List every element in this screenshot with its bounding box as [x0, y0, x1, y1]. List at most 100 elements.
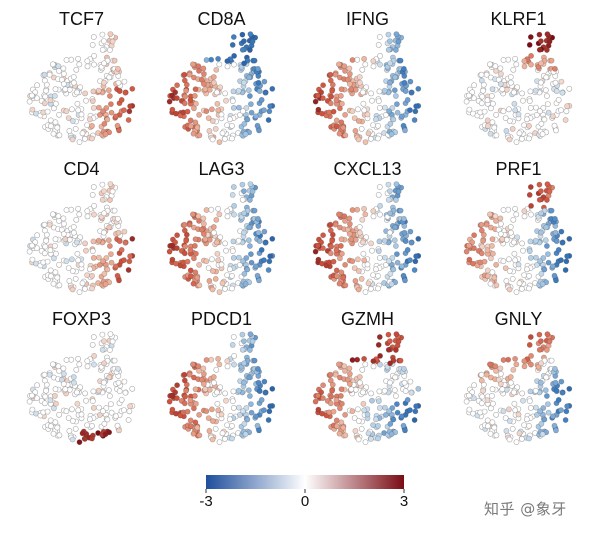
panel-cd4: CD4: [26, 159, 136, 295]
cell-point: [187, 97, 194, 104]
cell-point: [173, 260, 179, 267]
cell-point: [70, 374, 77, 380]
cell-point: [105, 87, 112, 94]
cell-point: [210, 79, 217, 86]
cell-point: [184, 258, 191, 265]
cell-point: [82, 435, 88, 442]
cell-point: [386, 408, 392, 415]
cell-point: [491, 424, 498, 431]
cell-point: [192, 269, 199, 276]
colorbar: -3 0 3: [199, 475, 408, 510]
cell-point: [336, 405, 343, 412]
cell-point: [507, 74, 514, 80]
cell-point: [252, 113, 259, 120]
cell-point: [52, 93, 58, 99]
cell-point: [196, 282, 203, 289]
cell-point: [55, 63, 62, 70]
cell-point: [261, 257, 267, 263]
cell-point: [215, 107, 222, 114]
cell-point: [41, 377, 48, 384]
cell-point: [107, 243, 113, 249]
cell-point: [359, 389, 366, 396]
cell-point: [221, 285, 228, 292]
cell-point: [499, 86, 506, 93]
cell-point: [122, 389, 129, 396]
cell-point: [386, 379, 393, 386]
cell-point: [381, 387, 388, 394]
cell-point: [223, 397, 229, 404]
cell-point: [97, 261, 103, 268]
cell-point: [75, 407, 82, 414]
cell-point: [107, 93, 113, 99]
cell-point: [543, 74, 550, 81]
cell-point: [376, 105, 383, 111]
cell-point: [544, 393, 550, 399]
cell-point: [101, 270, 108, 277]
cell-point: [52, 386, 59, 393]
cell-point: [47, 397, 54, 404]
cell-point: [82, 135, 88, 142]
cell-point: [53, 100, 59, 107]
cell-point: [385, 346, 392, 353]
cell-point: [125, 117, 132, 123]
panel-title: CD4: [63, 159, 99, 179]
cell-point: [372, 416, 379, 423]
cell-point: [219, 130, 226, 137]
cell-point: [246, 243, 253, 249]
cell-point: [558, 257, 564, 263]
cell-point: [376, 404, 383, 411]
panel-title: FOXP3: [52, 309, 111, 329]
cell-point: [381, 87, 388, 94]
cell-point: [318, 239, 325, 246]
cell-point: [215, 407, 222, 414]
cell-point: [209, 118, 216, 124]
cell-point: [90, 238, 97, 245]
cell-point: [46, 371, 53, 378]
cell-point: [213, 66, 220, 73]
cell-point: [47, 97, 54, 104]
cell-point: [387, 210, 393, 217]
cell-point: [89, 42, 96, 48]
cell-point: [122, 89, 129, 96]
cell-point: [41, 100, 48, 107]
cell-point: [500, 108, 507, 115]
cell-point: [352, 277, 359, 284]
cell-point: [412, 258, 419, 265]
cell-point: [413, 403, 419, 410]
cell-point: [61, 220, 67, 227]
cell-point: [241, 360, 247, 367]
cell-point: [359, 366, 366, 373]
cell-point: [481, 258, 488, 265]
cell-point: [91, 211, 97, 218]
cell-point: [248, 109, 255, 116]
cell-point: [216, 139, 223, 145]
cell-point: [74, 400, 81, 407]
cell-point: [493, 282, 500, 289]
cell-point: [411, 117, 418, 123]
cell-point: [354, 406, 361, 413]
cell-point: [75, 55, 81, 62]
cell-point: [219, 430, 226, 437]
cell-point: [224, 272, 230, 278]
cell-point: [330, 108, 337, 115]
cell-point: [115, 215, 121, 222]
cell-point: [82, 285, 88, 292]
cell-point: [52, 392, 58, 399]
cell-point: [87, 116, 93, 123]
cell-point: [553, 88, 560, 94]
cell-point: [41, 371, 48, 378]
cell-point: [526, 191, 533, 198]
cell-point: [217, 384, 224, 391]
cell-point: [348, 236, 355, 243]
cell-point: [507, 229, 514, 236]
cell-point: [26, 248, 33, 255]
cell-point: [502, 265, 509, 271]
cell-point: [552, 215, 558, 222]
cell-point: [404, 246, 411, 253]
cell-point: [370, 58, 377, 64]
cell-point: [115, 379, 122, 386]
cell-point: [230, 388, 237, 395]
cell-point: [502, 115, 509, 121]
cell-point: [533, 254, 539, 261]
cell-point: [333, 423, 340, 429]
